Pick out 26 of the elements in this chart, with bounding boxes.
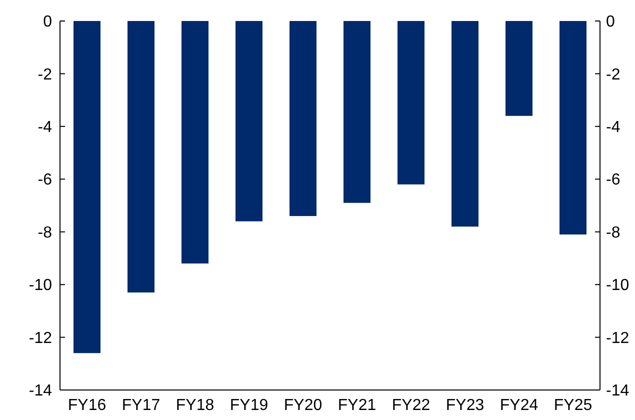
y2-tick-label: -8 bbox=[606, 224, 620, 242]
y-tick-label: -12 bbox=[28, 330, 52, 347]
x-tick-label: FY16 bbox=[68, 397, 106, 414]
y-tick-label: -10 bbox=[28, 277, 52, 294]
y2-tick-label: 0 bbox=[606, 14, 615, 31]
y2-tick-label: -12 bbox=[606, 330, 630, 347]
x-tick-label: FY19 bbox=[230, 397, 268, 414]
y2-tick-label: -10 bbox=[606, 277, 630, 294]
y-tick-label: -2 bbox=[38, 66, 52, 84]
x-tick-label: FY23 bbox=[446, 397, 484, 414]
x-tick-label: FY20 bbox=[284, 397, 322, 414]
y-tick-label: -6 bbox=[38, 172, 52, 189]
y-tick-label: -8 bbox=[38, 224, 52, 242]
x-tick-label: FY24 bbox=[500, 397, 538, 414]
y-tick-label: 0 bbox=[43, 14, 52, 31]
y2-tick-label: -14 bbox=[606, 382, 630, 400]
y-tick-label: -14 bbox=[28, 382, 52, 400]
x-tick-label: FY17 bbox=[122, 397, 160, 414]
x-tick-label: FY25 bbox=[554, 397, 592, 414]
y2-tick-label: -6 bbox=[606, 172, 620, 189]
x-tick-label: FY18 bbox=[176, 397, 214, 414]
y-tick-label: -4 bbox=[38, 119, 52, 136]
x-tick-label: FY21 bbox=[338, 397, 376, 414]
y2-tick-label: -4 bbox=[606, 119, 620, 136]
y2-tick-label: -2 bbox=[606, 66, 620, 84]
x-tick-label: FY22 bbox=[392, 397, 430, 414]
